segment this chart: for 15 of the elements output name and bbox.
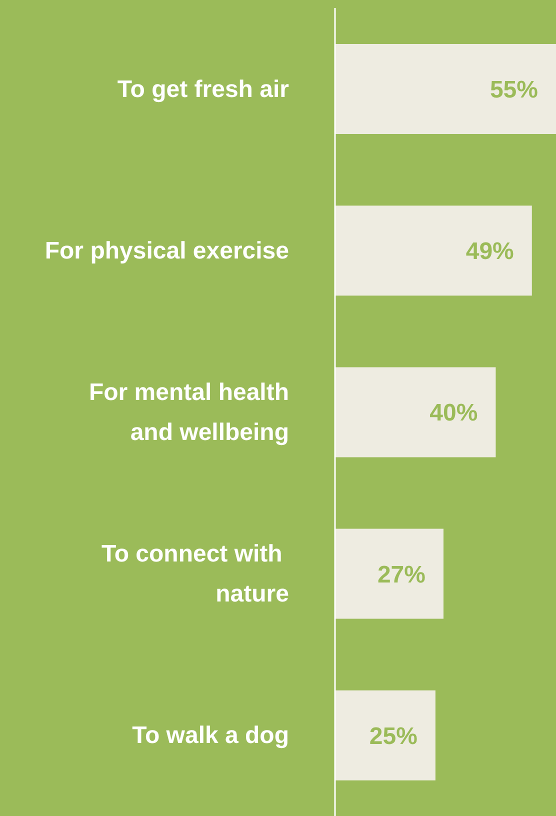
y-tick-label: To connect with nature <box>101 540 289 608</box>
y-tick-label: For physical exercise <box>44 236 289 264</box>
y-tick-label: To get fresh air <box>117 75 289 102</box>
data-label: 27% <box>377 561 426 588</box>
bar <box>335 528 444 619</box>
data-label: 40% <box>430 400 478 427</box>
bar <box>335 690 436 780</box>
data-label: 25% <box>369 722 418 750</box>
bar <box>335 206 532 296</box>
data-label: 49% <box>466 238 514 266</box>
y-tick-label: To walk a dog <box>132 722 289 749</box>
bar <box>335 367 496 458</box>
y-tick-label: For mental health and wellbeing <box>88 378 289 446</box>
bar <box>335 44 556 134</box>
data-label: 55% <box>490 76 538 104</box>
